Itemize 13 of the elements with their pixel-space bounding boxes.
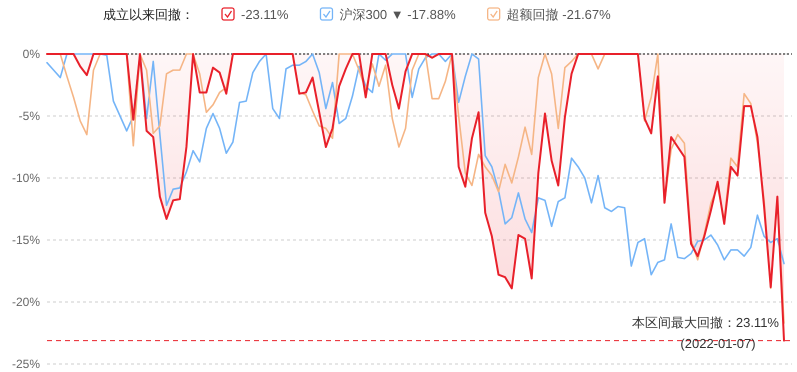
y-tick-label: -15% (12, 233, 40, 247)
line-series (46, 53, 785, 276)
y-tick-label: -20% (12, 295, 40, 309)
legend-label: 超额回撤 -21.67% (506, 7, 612, 22)
y-tick-label: -10% (12, 171, 40, 185)
annotation: (2022-01-07) (680, 336, 756, 351)
legend-title: 成立以来回撤： (103, 7, 194, 22)
legend-label: -23.11% (241, 7, 289, 22)
y-tick-label: -25% (12, 357, 40, 371)
y-tick-label: -5% (18, 109, 40, 123)
annotation: 本区间最大回撤：23.11% (632, 315, 780, 330)
y-tick-label: 0% (22, 47, 40, 61)
legend-label: 沪深300 ▼ -17.88% (339, 7, 456, 22)
